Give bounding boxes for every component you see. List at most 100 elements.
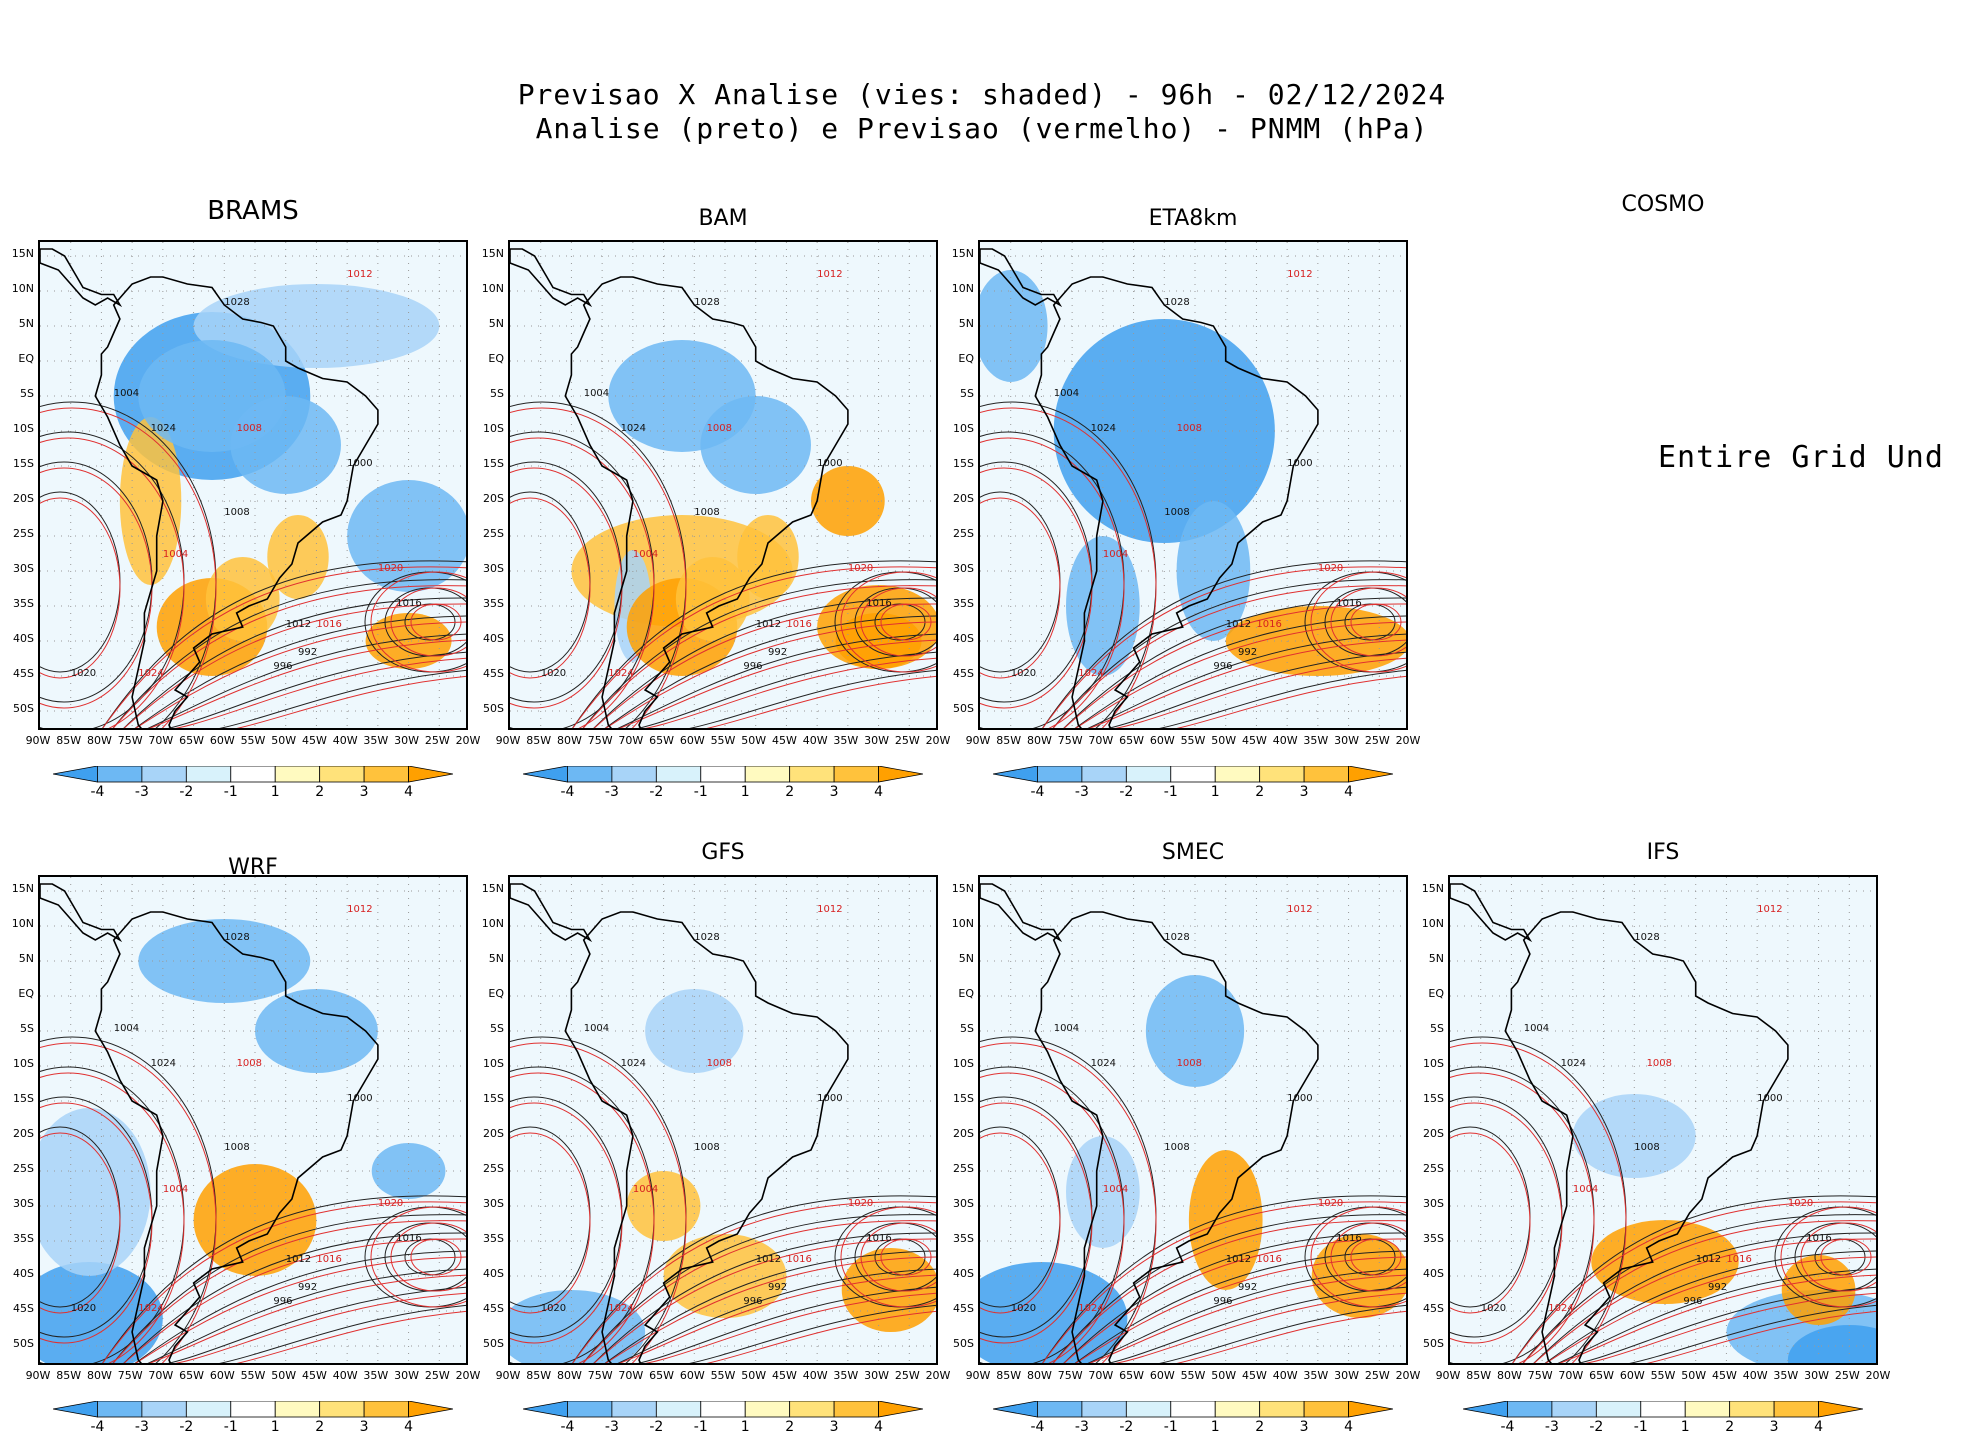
colorbar-label: -3 [604, 1419, 619, 1435]
colorbar-swatch [744, 765, 791, 783]
analysis-contour-label: 1020 [541, 1303, 566, 1314]
y-tick-label: 5N [488, 317, 504, 330]
y-tick-label: 10S [1423, 1057, 1444, 1070]
analysis-contour-label: 996 [273, 1296, 292, 1307]
analysis-isobar [167, 1286, 466, 1363]
y-tick-label: 50S [13, 702, 34, 715]
forecast-isobar [175, 657, 466, 728]
y-tick-label: 15S [953, 457, 974, 470]
colorbar-swatch [1551, 1400, 1597, 1418]
y-tick-label: 15S [483, 457, 504, 470]
y-tick-label: 35S [953, 597, 974, 610]
bias-shading-area [980, 1262, 1128, 1363]
analysis-contour-label: 1016 [866, 1233, 891, 1244]
x-tick-label: 85W [996, 1369, 1022, 1382]
analysis-isobar [112, 579, 466, 728]
forecast-contour-label: 1020 [1318, 563, 1343, 574]
y-tick-label: 40S [953, 1267, 974, 1280]
x-tick-label: 70W [618, 734, 644, 747]
forecast-contour-label: 1012 [1287, 904, 1312, 915]
colorbar-label: 1 [740, 1419, 750, 1435]
analysis-contour-label: 992 [298, 647, 317, 658]
colorbar-swatch [522, 1400, 568, 1418]
x-tick-label: 25W [424, 1369, 450, 1382]
forecast-isobar [1063, 1238, 1406, 1363]
forecast-contour-label: 1012 [817, 269, 842, 280]
colorbar-swatch [744, 1400, 791, 1418]
analysis-contour-label: 1020 [1481, 1303, 1506, 1314]
x-tick-label: 90W [495, 1369, 521, 1382]
colorbar-swatch [1214, 1400, 1261, 1418]
y-tick-label: 30S [1423, 1197, 1444, 1210]
x-tick-label: 20W [925, 1369, 951, 1382]
forecast-isobar [390, 587, 466, 657]
y-tick-label: 20S [13, 492, 34, 505]
colorbar-label: -3 [604, 784, 619, 800]
colorbar-swatch [1303, 765, 1349, 783]
colorbar-label: 2 [1255, 784, 1265, 800]
bias-shading-area [737, 515, 799, 599]
forecast-contour-label: 1012 [817, 904, 842, 915]
colorbar-swatch [522, 765, 568, 783]
x-tick-label: 45W [771, 734, 797, 747]
y-tick-label: 15S [13, 1092, 34, 1105]
analysis-contour-label: 1008 [1164, 507, 1189, 518]
colorbar-swatch [1125, 1400, 1172, 1418]
analysis-contour-label: 1000 [1757, 1093, 1782, 1104]
forecast-isobar [236, 675, 466, 728]
analysis-isobar [123, 597, 466, 728]
forecast-contour-label: 1016 [786, 1254, 811, 1265]
forecast-isobar [510, 497, 591, 679]
y-tick-label: 45S [13, 667, 34, 680]
x-tick-label: 55W [710, 1369, 736, 1382]
x-tick-label: 45W [771, 1369, 797, 1382]
y-tick-label: 5N [488, 952, 504, 965]
forecast-contour-label: 1004 [1103, 1184, 1128, 1195]
forecast-isobar [390, 1222, 466, 1292]
forecast-isobar [1533, 1238, 1876, 1363]
y-tick-label: 20S [953, 492, 974, 505]
colorbar-swatch [655, 765, 702, 783]
y-tick-label: 5N [18, 317, 34, 330]
forecast-isobar [645, 657, 936, 728]
y-tick-label: 45S [953, 1302, 974, 1315]
forecast-isobar [510, 407, 687, 728]
y-tick-label: 15S [483, 1092, 504, 1105]
y-tick-label: 15N [481, 247, 504, 260]
x-tick-label: 35W [363, 1369, 389, 1382]
colorbar-swatch [1214, 765, 1261, 783]
analysis-contour-label: 1012 [1226, 1254, 1251, 1265]
y-tick-label: 5S [960, 387, 974, 400]
map-panel-wrf: 1004 1008 1012 1016 1020 1024 1028 992 996 1000 10… [38, 875, 468, 1365]
x-tick-label: 80W [556, 1369, 582, 1382]
bias-shading-area [40, 1262, 163, 1363]
forecast-isobar [1052, 1220, 1406, 1363]
colorbar-swatch [1081, 765, 1127, 783]
x-tick-label: 25W [1364, 734, 1390, 747]
y-tick-label: EQ [958, 352, 974, 365]
x-tick-label: 75W [587, 1369, 613, 1382]
forecast-isobar [1780, 1206, 1876, 1308]
analysis-contour-label: 1020 [71, 668, 96, 679]
forecast-isobar [40, 437, 185, 728]
analysis-contour-label: 992 [768, 647, 787, 658]
x-tick-label: 75W [1057, 1369, 1083, 1382]
panel-title-smec: SMEC [1161, 840, 1225, 865]
forecast-isobar [582, 585, 936, 728]
colorbar-swatch [1595, 1400, 1642, 1418]
analysis-contour-label: 1012 [286, 1254, 311, 1265]
colorbar-swatch [789, 1400, 835, 1418]
colorbar-label: 4 [874, 1419, 883, 1435]
forecast-isobar [880, 1238, 932, 1276]
forecast-isobar [840, 571, 936, 673]
colorbar-swatch [700, 1400, 746, 1418]
forecast-isobar [1330, 587, 1406, 657]
colorbar-label: -3 [1074, 784, 1089, 800]
analysis-isobar [1087, 1268, 1406, 1363]
colorbar-swatch [878, 1400, 924, 1418]
colorbar-label: -1 [1163, 784, 1178, 800]
forecast-isobar [123, 603, 466, 728]
forecast-isobar [1820, 1238, 1872, 1276]
coastline [94, 276, 379, 728]
colorbar-swatch [408, 765, 454, 783]
